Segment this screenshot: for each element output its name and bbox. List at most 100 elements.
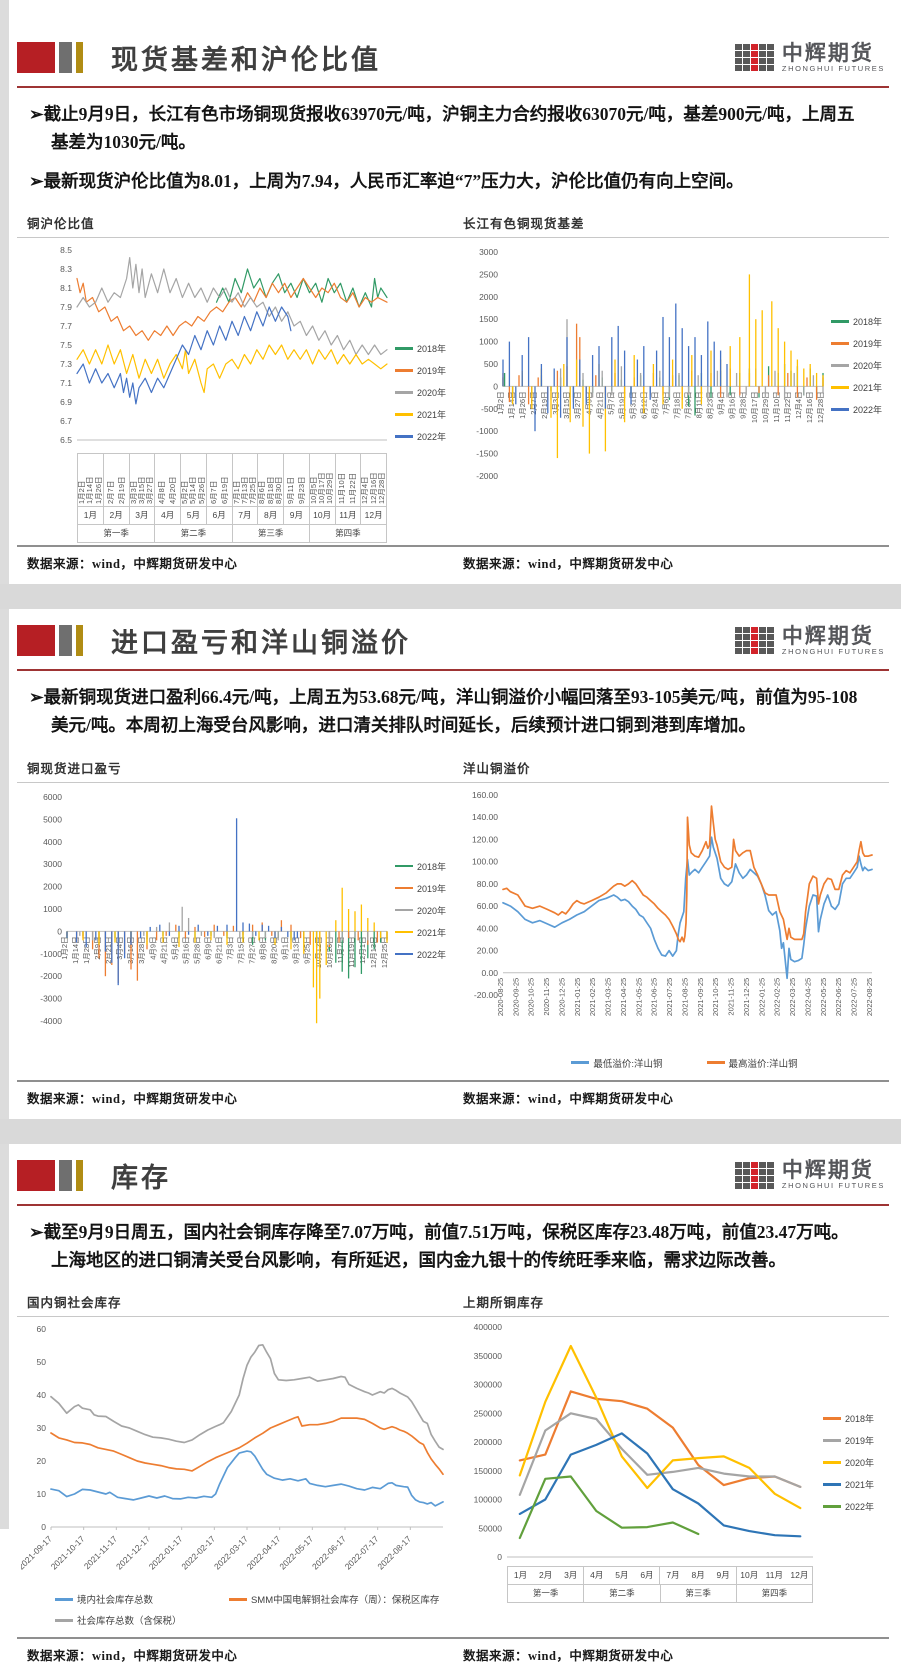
svg-text:3月3日: 3月3日 <box>551 391 560 414</box>
header-decoration-blocks <box>17 1159 83 1191</box>
brand-name-cn: 中辉期货 <box>781 1159 874 1183</box>
svg-text:8月20日: 8月20日 <box>270 936 279 964</box>
x-axis-table: 1月 2月 3月 4月 5月 6月 7月 8月 9月 10月 11月 12月 第一季 第二季 第三季 第四季 <box>507 1566 813 1604</box>
svg-text:2021-10-25: 2021-10-25 <box>711 977 720 1015</box>
svg-text:7.5: 7.5 <box>60 340 72 350</box>
svg-text:2022-01-17: 2022-01-17 <box>147 1534 185 1572</box>
legend-label: 社会库存总数（含保税） <box>77 1616 182 1628</box>
svg-text:1500: 1500 <box>479 314 498 324</box>
svg-text:350000: 350000 <box>474 1351 503 1361</box>
chart-wrap: 160.00 140.00 120.00 100.00 80.00 60.00 40.00 2… <box>457 787 889 1078</box>
svg-text:7.1: 7.1 <box>60 378 72 388</box>
svg-text:2000: 2000 <box>43 881 62 891</box>
page-title: 库存 <box>111 1162 171 1193</box>
svg-text:250000: 250000 <box>474 1409 503 1419</box>
svg-text:2020-10-25: 2020-10-25 <box>527 977 536 1015</box>
legend-item: 2019年 <box>823 1434 874 1447</box>
legend-line-swatch-icon <box>395 908 413 912</box>
gray-block-icon <box>59 625 72 657</box>
svg-text:1月28日: 1月28日 <box>82 936 91 964</box>
legend-label: 2022年 <box>417 949 447 960</box>
charts-row: 6000 5000 4000 3000 2000 1000 0 -1000 -2000 -3000… <box>17 783 889 1078</box>
section-header: 现货基差和沪伦比值 中辉期货 ZHONGHUI FUTURES <box>17 38 889 77</box>
section-separator <box>0 1118 901 1144</box>
svg-text:30: 30 <box>37 1423 47 1433</box>
chart-title-shfe-lme-ratio: 铜沪伦比值 <box>27 217 95 232</box>
legend-item: 最低溢价:洋山铜 <box>571 1056 663 1070</box>
svg-text:2022-06-25: 2022-06-25 <box>834 977 843 1015</box>
section-inventory: 库存 中辉期货 ZHONGHUI FUTURES ➢截至9月9日周五，国内社会铜… <box>9 1143 901 1676</box>
legend-label: 2019年 <box>417 883 447 894</box>
svg-text:100000: 100000 <box>474 1495 503 1505</box>
svg-text:2022-07-17: 2022-07-17 <box>343 1534 381 1572</box>
svg-text:3000: 3000 <box>43 859 62 869</box>
legend-label: SMM中国电解铜社会库存（周）：保税区库存 <box>250 1595 440 1607</box>
svg-text:120.00: 120.00 <box>472 834 498 844</box>
bullet-point: ➢最新铜现货进口盈利66.4元/吨，上周五为53.68元/吨，洋山铜溢价小幅回落… <box>29 687 858 736</box>
gray-block-icon <box>59 1159 72 1191</box>
svg-text:6000: 6000 <box>43 792 62 802</box>
svg-text:2021-04-25: 2021-04-25 <box>619 977 628 1015</box>
summary-bullets: ➢截止9月9日，长江有色市场铜现货报收63970元/吨，沪铜主力合约报收6307… <box>17 88 889 207</box>
svg-text:2021-11-25: 2021-11-25 <box>727 977 736 1015</box>
svg-text:-20.00: -20.00 <box>474 990 498 1000</box>
svg-text:2000: 2000 <box>479 292 498 302</box>
legend-item: 2020年 <box>395 904 446 917</box>
legend-item: 2019年 <box>395 364 446 377</box>
page-title: 现货基差和沪伦比值 <box>111 45 381 75</box>
svg-text:5月31日: 5月31日 <box>628 391 637 419</box>
svg-text:6.5: 6.5 <box>60 435 72 445</box>
svg-text:5月7日: 5月7日 <box>606 391 615 414</box>
legend-item: SMM中国电解铜社会库存（周）：保税区库存 <box>228 1592 490 1607</box>
section-basis-and-ratio: 现货基差和沪伦比值 中辉期货 ZHONGHUI FUTURES ➢截止9月9日，… <box>9 26 901 585</box>
section-header: 库存 中辉期货 ZHONGHUI FUTURES <box>17 1156 889 1195</box>
legend-line-swatch-icon <box>831 342 849 345</box>
svg-text:60.00: 60.00 <box>477 901 499 911</box>
svg-text:7月6日: 7月6日 <box>662 391 671 414</box>
legend-item: 2022年 <box>395 430 446 443</box>
brand-name-en: ZHONGHUI FUTURES <box>781 63 885 73</box>
legend-item: 2021年 <box>395 408 446 421</box>
svg-text:12月4日: 12月4日 <box>794 391 803 419</box>
charts-row: 8.5 8.3 8.1 7.9 7.7 7.5 7.3 7.1 6.9 6.7 6.5 1月2日 1月1… <box>17 238 889 544</box>
svg-text:1000: 1000 <box>479 337 498 347</box>
svg-text:5月19日: 5月19日 <box>617 391 626 419</box>
legend-line-swatch-icon <box>831 386 849 389</box>
legend-item: 2021年 <box>395 926 446 939</box>
svg-text:8.5: 8.5 <box>60 245 72 255</box>
svg-text:2月21日: 2月21日 <box>104 936 113 964</box>
svg-text:4月21日: 4月21日 <box>159 936 168 964</box>
svg-text:400000: 400000 <box>474 1322 503 1332</box>
svg-text:2022-08-17: 2022-08-17 <box>375 1534 413 1572</box>
legend-label: 最高溢价:洋山铜 <box>728 1058 798 1070</box>
header-rule <box>17 669 889 672</box>
section-separator <box>0 584 901 610</box>
svg-text:2021-09-25: 2021-09-25 <box>696 977 705 1015</box>
legend-line-swatch-icon <box>395 886 413 890</box>
chart-title-import-pnl: 铜现货进口盈亏 <box>27 761 122 776</box>
legend-label: 2020年 <box>417 905 447 916</box>
gold-block-icon <box>76 42 83 73</box>
svg-text:-2000: -2000 <box>476 471 498 481</box>
legend-item: 境内社会库存总数 <box>55 1592 229 1606</box>
gray-block-icon <box>59 42 72 73</box>
svg-text:10月12日: 10月12日 <box>314 936 323 968</box>
zhonghui-logo-mark-icon <box>734 627 774 655</box>
svg-text:0: 0 <box>497 1552 502 1561</box>
legend-line-swatch-icon <box>831 320 849 323</box>
svg-text:10月29日: 10月29日 <box>761 391 770 423</box>
zhonghui-logo-mark-icon <box>734 1161 774 1189</box>
chart-title-social-inventory: 国内铜社会库存 <box>27 1296 122 1311</box>
legend-item: 2021年 <box>823 1478 874 1491</box>
legend-line-swatch-icon <box>395 369 413 372</box>
svg-text:5000: 5000 <box>43 814 62 824</box>
page-left-margin <box>0 0 9 1529</box>
data-source-note: 数据来源：wind，中辉期货研发中心 <box>463 1649 674 1664</box>
legend-label: 2022年 <box>417 432 447 443</box>
legend-line-swatch-icon <box>55 1619 73 1622</box>
svg-text:2021-07-25: 2021-07-25 <box>665 977 674 1015</box>
legend-line-swatch-icon <box>395 413 413 416</box>
svg-text:8月11日: 8月11日 <box>695 391 704 418</box>
chart-titles-row: 铜沪伦比值 长江有色铜现货基差 <box>17 209 889 239</box>
